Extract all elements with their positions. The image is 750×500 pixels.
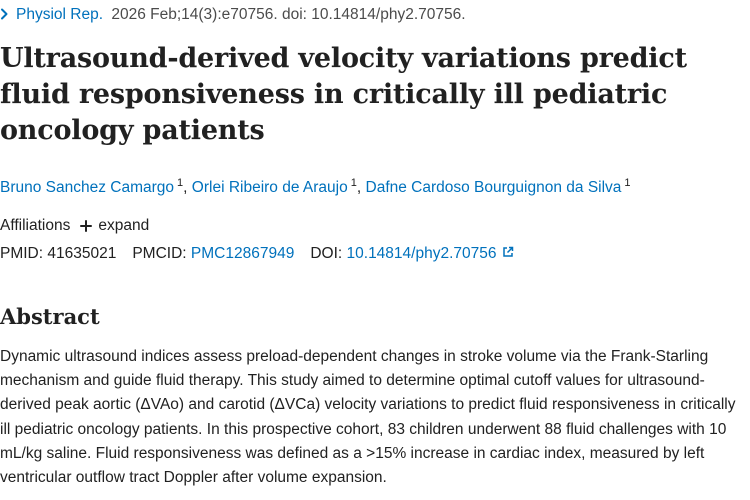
author-list: Bruno Sanchez Camargo 1, Orlei Ribeiro de…	[0, 177, 631, 197]
pmid-label: PMID:	[0, 245, 44, 262]
affiliations-label: Affiliations	[0, 217, 71, 234]
chevron-right-icon[interactable]	[0, 7, 10, 23]
external-link-icon[interactable]	[502, 245, 514, 263]
doi-label: DOI:	[310, 245, 343, 262]
doi-group: DOI: 10.14814/phy2.70756	[310, 245, 513, 263]
citation-details: 2026 Feb;14(3):e70756. doi: 10.14814/phy…	[111, 6, 466, 23]
abstract-heading: Abstract	[0, 304, 100, 329]
pmid-value: 41635021	[47, 245, 117, 262]
doi-link[interactable]: 10.14814/phy2.70756	[346, 245, 497, 262]
abstract-text: Dynamic ultrasound indices assess preloa…	[0, 348, 736, 487]
pmcid-label: PMCID:	[132, 245, 187, 262]
expand-button[interactable]: expand	[80, 217, 149, 235]
pmcid-group: PMCID: PMC12867949	[132, 245, 294, 263]
author-separator: ,	[356, 179, 362, 196]
journal-link[interactable]: Physiol Rep.	[16, 6, 104, 23]
pmid-group: PMID: 41635021	[0, 245, 116, 263]
article-title: Ultrasound-derived velocity variations p…	[0, 43, 687, 146]
article-identifiers: PMID: 41635021 PMCID: PMC12867949 DOI: 1…	[0, 245, 514, 263]
pmcid-link[interactable]: PMC12867949	[190, 245, 295, 262]
affiliation-ref[interactable]: 1	[177, 177, 184, 189]
expand-label: expand	[98, 217, 150, 234]
author-link[interactable]: Orlei Ribeiro de Araujo	[191, 179, 348, 196]
author-separator: ,	[183, 179, 188, 196]
affiliation-ref[interactable]: 1	[624, 177, 631, 189]
affiliations-toggle: Affiliations expand	[0, 217, 149, 235]
affiliation-ref[interactable]: 1	[350, 177, 357, 189]
plus-icon	[80, 217, 93, 235]
author-link[interactable]: Dafne Cardoso Bourguignon da Silva	[365, 179, 622, 196]
author-link[interactable]: Bruno Sanchez Camargo	[0, 179, 175, 196]
journal-citation: Physiol Rep. 2026 Feb;14(3):e70756. doi:…	[0, 4, 466, 26]
